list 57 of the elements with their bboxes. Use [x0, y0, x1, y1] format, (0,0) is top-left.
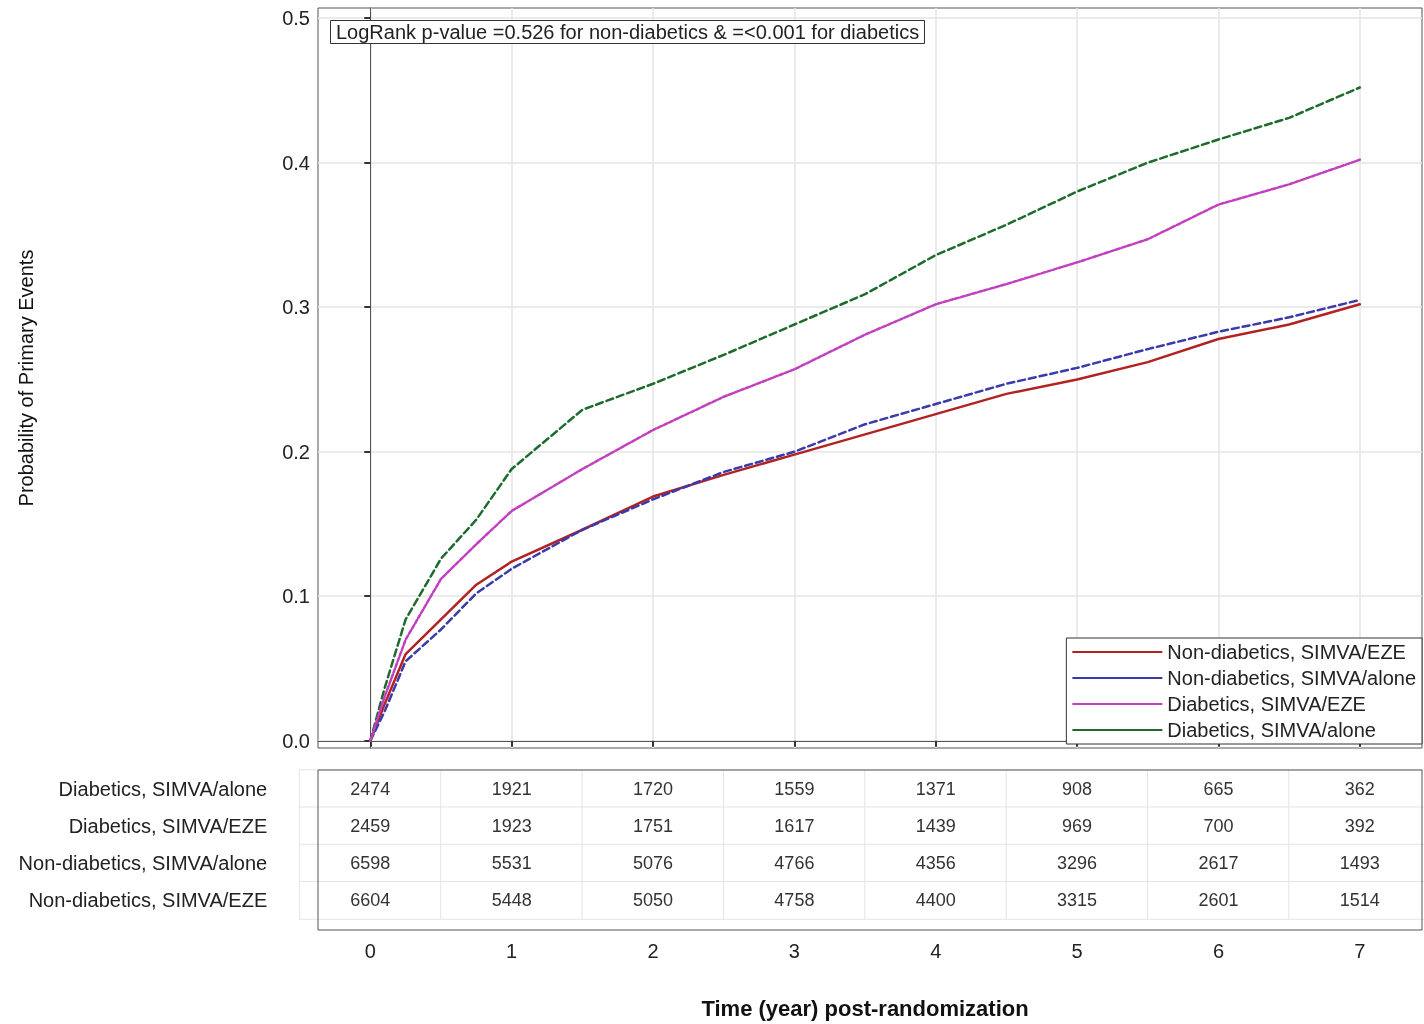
data-label: 5448 [491, 890, 532, 911]
y-tick-label: Diabetics, SIMVA/alone [58, 777, 268, 800]
x-tick-label: 1 [506, 940, 518, 962]
data-label: 1493 [1339, 853, 1380, 874]
y-tick-label: Diabetics, SIMVA/EZE [68, 814, 268, 837]
data-label: 5076 [632, 853, 674, 874]
x-tick-label: 6 [1212, 940, 1225, 962]
data-label: 1559 [774, 778, 815, 799]
y-axis-title: Probability of Primary Events [15, 249, 37, 507]
y-tick-label: 0.2 [282, 440, 310, 463]
y-tick-label: 0.4 [282, 151, 310, 174]
data-label: 1751 [632, 815, 674, 836]
x-tick-label: 3 [788, 940, 800, 962]
x-tick-label: 0 [364, 940, 376, 962]
data-label: 4758 [774, 890, 815, 911]
y-tick-label: Non-diabetics, SIMVA/alone [18, 852, 268, 875]
legend-label: Diabetics, SIMVA/alone [1167, 719, 1376, 741]
data-label: 969 [1062, 815, 1093, 836]
legend-label: Non-diabetics, SIMVA/EZE [1167, 641, 1406, 663]
data-label: 908 [1062, 778, 1093, 799]
data-label: 2459 [350, 815, 391, 836]
y-tick-label: Non-diabetics, SIMVA/EZE [28, 889, 268, 912]
data-label: 1720 [632, 778, 674, 799]
legend-label: Non-diabetics, SIMVA/alone [1167, 667, 1417, 689]
data-label: 5050 [632, 890, 674, 911]
data-label: 4356 [915, 853, 956, 874]
data-label: 392 [1344, 815, 1375, 836]
data-label: 2474 [350, 778, 391, 799]
legend-label: Diabetics, SIMVA/EZE [1167, 693, 1366, 715]
annotation: LogRank p-value =0.526 for non-diabetics & =<0.001 for diabetics [336, 21, 920, 43]
data-label: 6598 [350, 853, 391, 874]
x-tick-label: 4 [930, 940, 942, 962]
data-label: 5531 [491, 853, 532, 874]
data-label: 700 [1203, 815, 1234, 836]
data-label: 4766 [774, 853, 815, 874]
data-label: 1439 [915, 815, 956, 836]
data-label: 3296 [1057, 853, 1098, 874]
y-tick-label: 0.0 [282, 729, 310, 752]
data-label: 1371 [915, 778, 956, 799]
data-label: 1923 [491, 815, 532, 836]
data-label: 1514 [1339, 890, 1380, 911]
y-tick-label: 0.5 [282, 7, 310, 30]
data-label: 1617 [774, 815, 815, 836]
x-tick-label: 7 [1354, 940, 1366, 962]
data-label: 362 [1344, 778, 1375, 799]
data-label: 2617 [1198, 853, 1239, 874]
data-label: 1921 [491, 778, 532, 799]
x-tick-label: 2 [647, 940, 659, 962]
y-tick-label: 0.3 [282, 296, 310, 319]
data-label: 6604 [350, 890, 391, 911]
x-tick-label: 5 [1071, 940, 1083, 962]
data-label: 4400 [915, 890, 956, 911]
y-tick-label: 0.1 [282, 585, 310, 608]
data-label: 2601 [1198, 890, 1239, 911]
x-axis-title: Time (year) post-randomization [701, 995, 1029, 1021]
data-label: 665 [1203, 778, 1234, 799]
data-label: 3315 [1057, 890, 1098, 911]
